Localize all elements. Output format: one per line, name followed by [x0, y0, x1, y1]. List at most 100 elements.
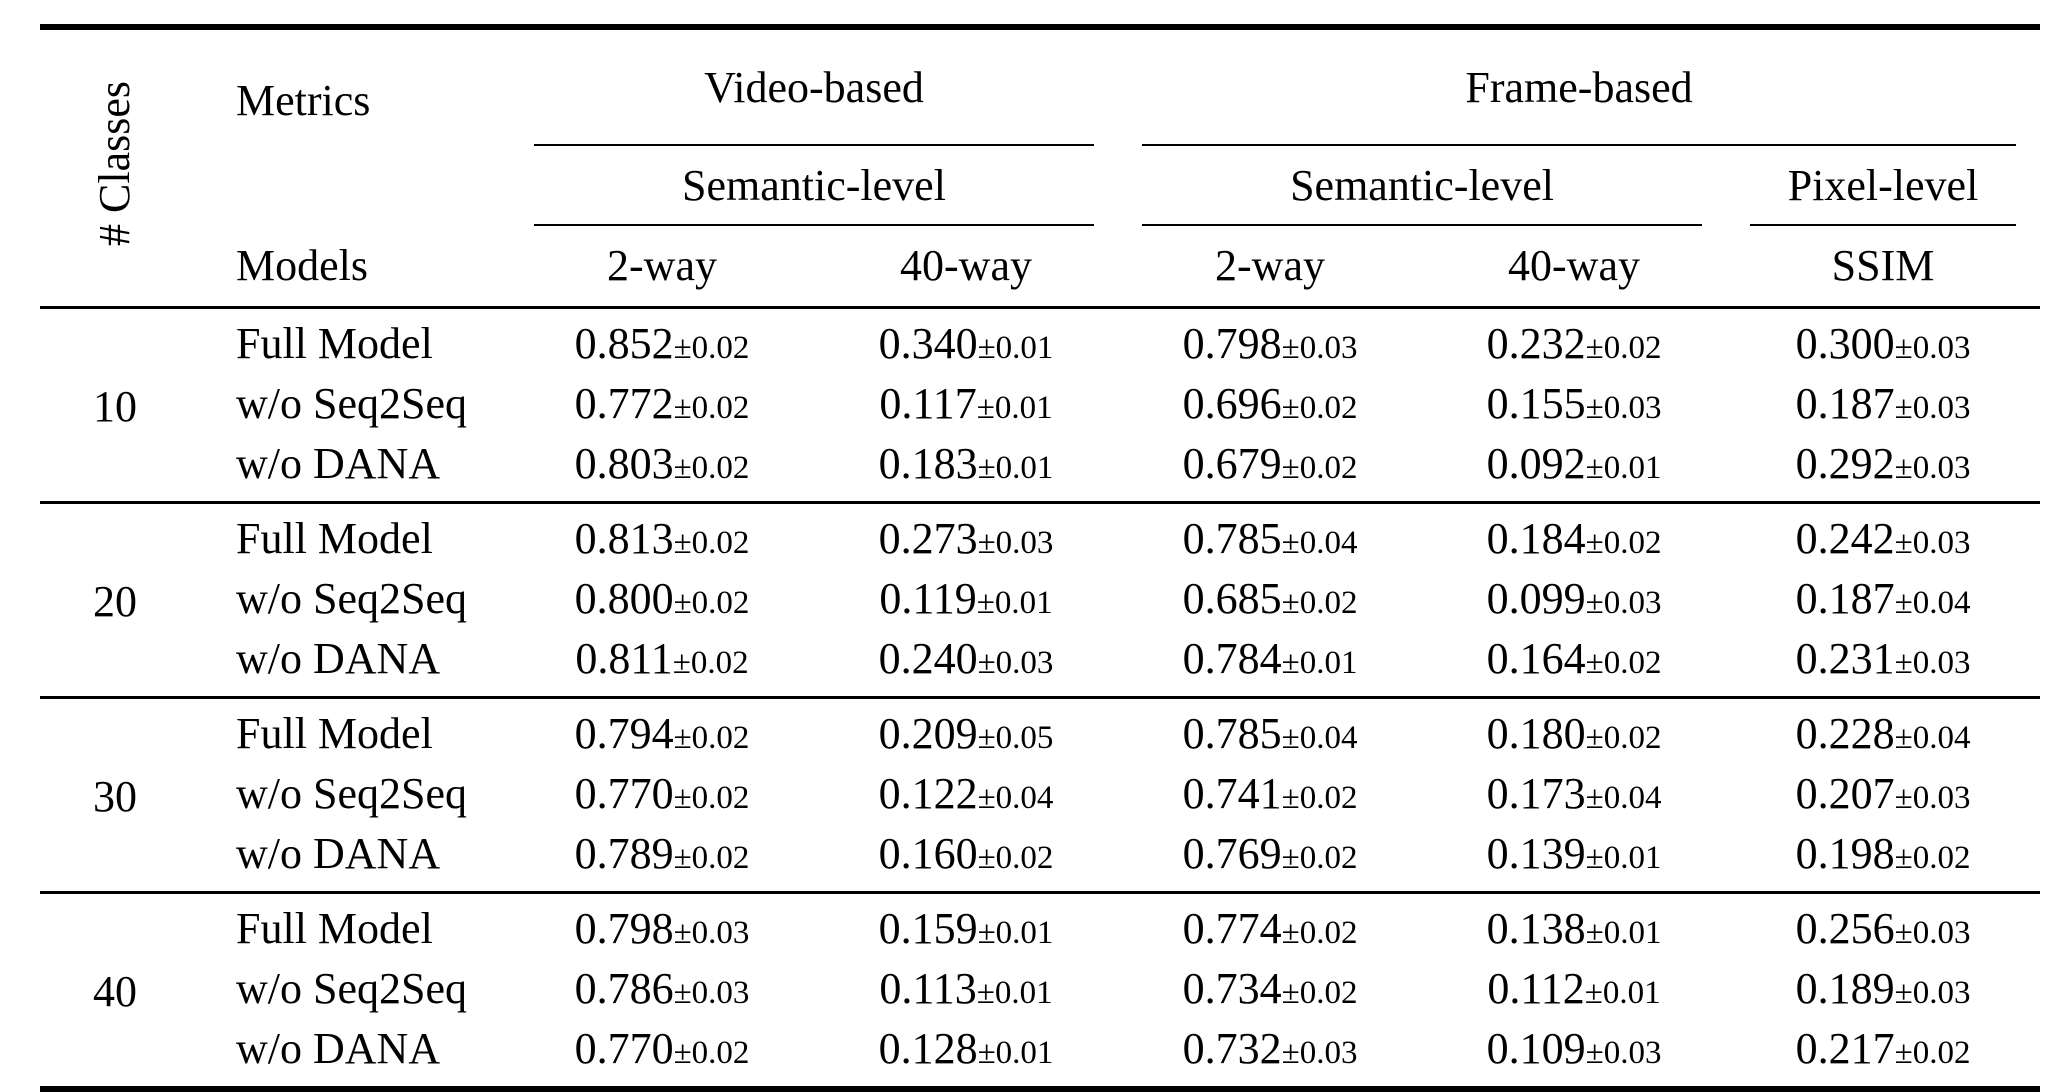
metric-mean: 0.256 — [1795, 903, 1895, 953]
metric-value-cell: 0.789±0.02 — [510, 824, 814, 893]
metric-std: ±0.02 — [673, 779, 750, 816]
metric-value-cell: 0.187±0.04 — [1726, 569, 2040, 629]
video-based-group-header: Video-based — [510, 27, 1118, 146]
metric-std: ±0.01 — [1585, 449, 1662, 486]
metric-value-cell: 0.785±0.04 — [1118, 698, 1422, 765]
metric-value-cell: 0.138±0.01 — [1422, 893, 1726, 960]
table-row: w/o Seq2Seq 0.786±0.03 0.113±0.01 0.734±… — [40, 959, 2040, 1019]
metric-std: ±0.03 — [673, 914, 750, 951]
classes-value: 20 — [93, 577, 137, 627]
metric-mean: 0.734 — [1182, 963, 1282, 1013]
metric-value-cell: 0.160±0.02 — [814, 824, 1118, 893]
metric-mean: 0.300 — [1795, 318, 1895, 368]
classes-group-20: 20 Full Model 0.813±0.02 0.273±0.03 0.78… — [40, 502, 2041, 698]
table-row: w/o DANA 0.789±0.02 0.160±0.02 0.769±0.0… — [40, 824, 2040, 893]
metric-value-cell: 0.256±0.03 — [1726, 893, 2040, 960]
metric-mean: 0.209 — [878, 708, 978, 758]
metric-mean: 0.772 — [574, 378, 674, 428]
metric-std: ±0.02 — [673, 524, 750, 561]
model-name: Full Model — [236, 708, 433, 758]
metric-std: ±0.03 — [977, 524, 1054, 561]
table-row: w/o DANA 0.770±0.02 0.128±0.01 0.732±0.0… — [40, 1019, 2040, 1089]
video-semantic-level-header: Semantic-level — [510, 146, 1118, 226]
ablation-results-table: # Classes Metrics Video-based Frame-base… — [40, 24, 2041, 1092]
model-name: w/o Seq2Seq — [236, 378, 467, 428]
metric-std: ±0.04 — [1894, 584, 1971, 621]
metric-std: ±0.04 — [1281, 719, 1358, 756]
metric-std: ±0.03 — [1894, 974, 1971, 1011]
metric-std: ±0.01 — [976, 389, 1053, 426]
frame-ssim-column-header: SSIM — [1831, 240, 1935, 290]
metric-value-cell: 0.109±0.03 — [1422, 1019, 1726, 1089]
metric-value-cell: 0.198±0.02 — [1726, 824, 2040, 893]
metric-value-cell: 0.798±0.03 — [1118, 308, 1422, 375]
metric-value-cell: 0.164±0.02 — [1422, 629, 1726, 698]
metric-value-cell: 0.770±0.02 — [510, 764, 814, 824]
metric-std: ±0.04 — [1281, 524, 1358, 561]
model-name: w/o Seq2Seq — [236, 573, 467, 623]
metric-std: ±0.02 — [1585, 329, 1662, 366]
metric-value-cell: 0.273±0.03 — [814, 503, 1118, 570]
metric-mean: 0.794 — [574, 708, 674, 758]
metric-mean: 0.242 — [1795, 513, 1895, 563]
model-name: w/o Seq2Seq — [236, 963, 467, 1013]
metric-value-cell: 0.228±0.04 — [1726, 698, 2040, 765]
table-row: w/o Seq2Seq 0.800±0.02 0.119±0.01 0.685±… — [40, 569, 2040, 629]
metric-mean: 0.789 — [574, 828, 674, 878]
metric-value-cell: 0.696±0.02 — [1118, 374, 1422, 434]
metric-mean: 0.159 — [878, 903, 978, 953]
metric-std: ±0.02 — [673, 584, 750, 621]
classes-value: 30 — [93, 772, 137, 822]
metric-mean: 0.187 — [1795, 573, 1895, 623]
classes-column-header: # Classes — [40, 27, 190, 308]
metric-mean: 0.784 — [1182, 633, 1282, 683]
metric-mean: 0.184 — [1486, 513, 1586, 563]
metric-std: ±0.02 — [977, 839, 1054, 876]
frame-2way-column-header: 2-way — [1215, 240, 1325, 290]
metric-std: ±0.04 — [1894, 719, 1971, 756]
metric-std: ±0.02 — [1894, 839, 1971, 876]
table-row: w/o Seq2Seq 0.770±0.02 0.122±0.04 0.741±… — [40, 764, 2040, 824]
metric-std: ±0.02 — [672, 644, 749, 681]
metric-std: ±0.03 — [1894, 779, 1971, 816]
metric-value-cell: 0.800±0.02 — [510, 569, 814, 629]
metric-value-cell: 0.340±0.01 — [814, 308, 1118, 375]
metric-value-cell: 0.798±0.03 — [510, 893, 814, 960]
metric-value-cell: 0.794±0.02 — [510, 698, 814, 765]
metric-std: ±0.02 — [673, 449, 750, 486]
metric-std: ±0.01 — [1584, 974, 1661, 1011]
metric-value-cell: 0.122±0.04 — [814, 764, 1118, 824]
metric-std: ±0.01 — [976, 584, 1053, 621]
metric-mean: 0.785 — [1182, 513, 1282, 563]
metric-std: ±0.03 — [1894, 644, 1971, 681]
metric-mean: 0.240 — [878, 633, 978, 683]
metric-value-cell: 0.128±0.01 — [814, 1019, 1118, 1089]
metric-std: ±0.02 — [1585, 644, 1662, 681]
metric-value-cell: 0.183±0.01 — [814, 434, 1118, 503]
classes-value: 10 — [93, 382, 137, 432]
metric-std: ±0.01 — [1281, 644, 1358, 681]
metric-value-cell: 0.679±0.02 — [1118, 434, 1422, 503]
metric-std: ±0.02 — [1281, 839, 1358, 876]
metric-value-cell: 0.741±0.02 — [1118, 764, 1422, 824]
metric-std: ±0.03 — [673, 974, 750, 1011]
metrics-label: Metrics — [236, 75, 371, 125]
metric-mean: 0.128 — [878, 1023, 978, 1073]
metric-std: ±0.03 — [1894, 449, 1971, 486]
metric-mean: 0.092 — [1486, 438, 1586, 488]
metric-mean: 0.696 — [1182, 378, 1282, 428]
metric-mean: 0.189 — [1795, 963, 1895, 1013]
metric-mean: 0.232 — [1486, 318, 1586, 368]
metric-mean: 0.164 — [1486, 633, 1586, 683]
metric-std: ±0.03 — [1281, 1034, 1358, 1071]
metric-value-cell: 0.770±0.02 — [510, 1019, 814, 1089]
metric-mean: 0.228 — [1795, 708, 1895, 758]
metric-mean: 0.117 — [879, 378, 977, 428]
metric-value-cell: 0.769±0.02 — [1118, 824, 1422, 893]
metric-mean: 0.183 — [878, 438, 978, 488]
metric-std: ±0.01 — [1585, 914, 1662, 951]
metric-mean: 0.769 — [1182, 828, 1282, 878]
metric-std: ±0.03 — [977, 644, 1054, 681]
metric-value-cell: 0.180±0.02 — [1422, 698, 1726, 765]
metric-std: ±0.03 — [1894, 524, 1971, 561]
